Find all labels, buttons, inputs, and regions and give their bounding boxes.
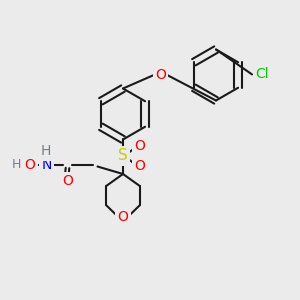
Text: H: H [41, 145, 51, 158]
Text: O: O [134, 160, 145, 173]
Text: N: N [41, 158, 52, 172]
Text: O: O [25, 158, 35, 172]
Text: O: O [134, 139, 145, 152]
Text: H: H [12, 158, 21, 172]
Text: S: S [118, 148, 128, 164]
Text: Cl: Cl [255, 67, 268, 80]
Text: O: O [62, 175, 73, 188]
Text: O: O [155, 68, 166, 82]
Text: O: O [118, 210, 128, 224]
